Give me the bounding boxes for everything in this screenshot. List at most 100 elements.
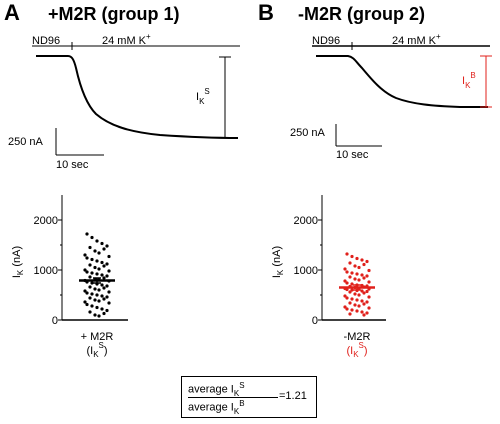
data-point [105, 308, 109, 313]
y-tick-label: 2000 [294, 215, 318, 227]
ratio-fraction-line [188, 397, 278, 398]
data-point [95, 305, 99, 310]
data-point [107, 254, 111, 259]
data-point [355, 272, 359, 276]
category-sublabel-sup: S [359, 341, 364, 350]
category-sublabel-close: ) [364, 345, 368, 357]
data-point [365, 259, 369, 264]
solution-before-a: ND96 [32, 35, 60, 47]
solution-after-b-sup: + [436, 32, 441, 41]
data-point [83, 300, 87, 304]
data-point [90, 257, 94, 262]
amplitude-label-b-sub: K [465, 81, 471, 90]
data-point [343, 294, 347, 298]
data-point [105, 274, 109, 278]
data-point [357, 293, 361, 297]
data-point [350, 288, 354, 292]
data-point [353, 303, 357, 307]
data-point [367, 295, 371, 299]
data-point [348, 275, 352, 279]
current-trace-b [316, 55, 488, 108]
data-point [362, 262, 366, 267]
data-point [85, 291, 89, 295]
y-tick-label: 1000 [294, 265, 318, 277]
data-point [90, 292, 94, 296]
data-point [105, 262, 109, 266]
data-point [97, 288, 101, 292]
data-point [353, 277, 357, 281]
y-axis-label-main: I [11, 275, 23, 278]
data-point [90, 281, 94, 285]
data-point [355, 298, 359, 302]
data-point [88, 263, 92, 267]
data-point [345, 281, 349, 285]
y-tick-label: 0 [52, 315, 58, 327]
data-point [85, 232, 89, 236]
data-point [88, 275, 92, 279]
y-axis-label: IK (nA) [271, 246, 285, 278]
data-point [90, 271, 94, 275]
data-point [360, 273, 364, 277]
data-point [343, 305, 347, 309]
solution-after-a-group: 24 mM K+ [102, 32, 151, 47]
trace-b: ND96 24 mM K+ IKB 250 nA 10 sec [290, 32, 492, 161]
data-point [348, 312, 352, 316]
data-point [360, 310, 364, 314]
category-label: -M2R [344, 331, 371, 343]
category-sublabel: (IKS) [346, 341, 367, 359]
data-point [345, 270, 349, 274]
data-point [95, 293, 99, 297]
data-point [83, 289, 87, 293]
data-point [93, 313, 97, 317]
data-point [88, 310, 92, 314]
y-axis-label-unit: (nA) [271, 246, 283, 270]
data-point [97, 299, 101, 303]
ratio-denominator-sup: B [239, 399, 245, 408]
solution-after-b-group: 24 mM K+ [392, 32, 441, 47]
amplitude-label-b: IKB [462, 71, 476, 90]
data-point [102, 276, 106, 280]
y-axis-label-sub: K [276, 269, 285, 275]
data-point [93, 287, 97, 291]
data-point [362, 276, 366, 280]
amplitude-label-b-main: I [462, 75, 465, 87]
data-point [350, 297, 354, 301]
data-point [93, 298, 97, 302]
data-point [362, 302, 366, 306]
data-point [357, 278, 361, 282]
data-point [88, 285, 92, 289]
y-tick-label: 1000 [34, 265, 58, 277]
amplitude-label-a-sup: S [204, 87, 209, 96]
data-point [345, 252, 349, 256]
data-point [350, 308, 354, 312]
ratio-denominator-sub: K [233, 406, 240, 416]
trace-a: ND96 24 mM K+ IKS 250 nA 10 sec [8, 32, 240, 171]
panel-b-letter: B [258, 0, 274, 25]
data-point [85, 270, 89, 274]
solution-after-a-sup: + [146, 32, 151, 41]
y-axis-label: IK (nA) [11, 246, 25, 278]
data-point [367, 280, 371, 284]
solution-after-b: 24 mM K [392, 35, 437, 47]
data-point [95, 272, 99, 276]
data-point [88, 296, 92, 300]
y-axis-label-sub: K [16, 269, 25, 275]
data-point [348, 290, 352, 294]
data-point [102, 286, 106, 290]
data-point [348, 261, 352, 265]
ratio-value: =1.21 [279, 390, 307, 402]
amplitude-label-a-main: I [196, 91, 199, 103]
scale-current-label-a: 250 nA [8, 136, 44, 148]
data-point [360, 289, 364, 293]
data-point [353, 292, 357, 296]
data-point [100, 294, 104, 298]
data-point [350, 271, 354, 275]
data-point [88, 245, 92, 250]
data-point [355, 256, 359, 261]
data-point [357, 304, 361, 308]
data-point [90, 304, 94, 308]
scale-time-label-b: 10 sec [336, 149, 369, 161]
panel-a-title: +M2R (group 1) [48, 4, 180, 24]
data-point [100, 283, 104, 287]
data-point [362, 313, 366, 317]
